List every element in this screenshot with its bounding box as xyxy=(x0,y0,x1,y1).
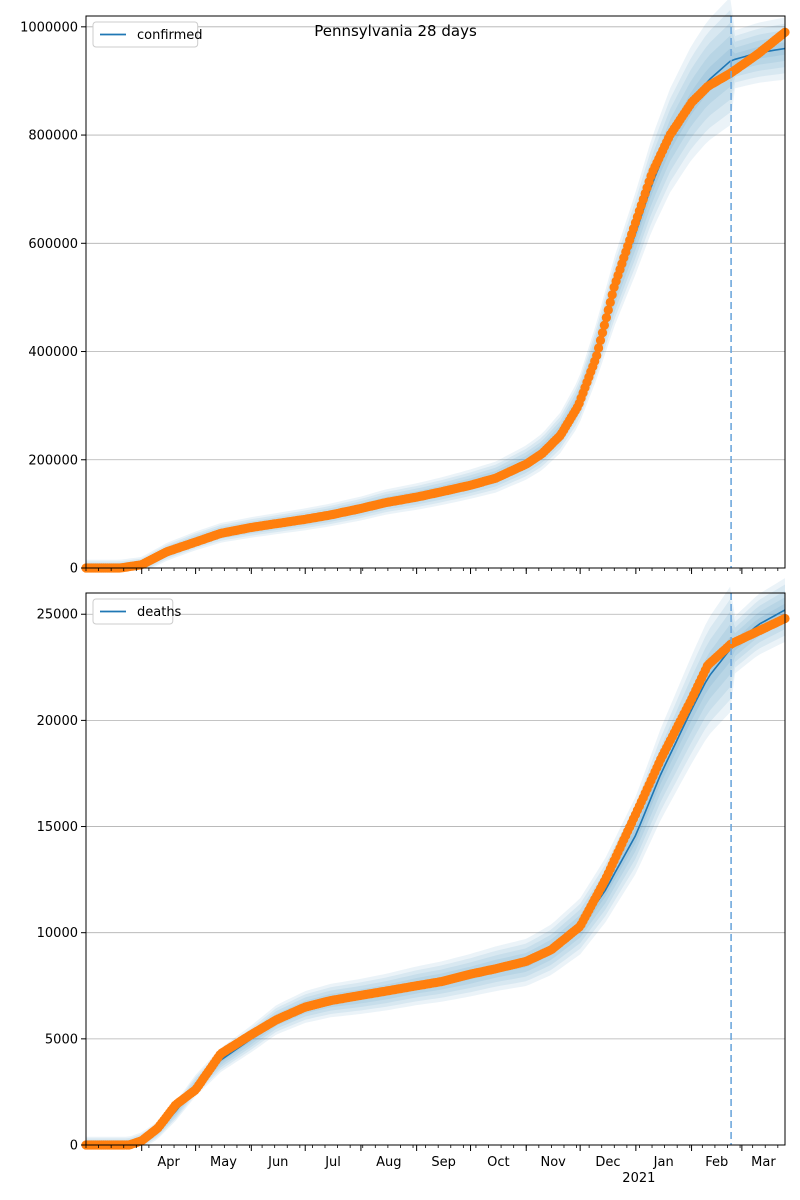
x-tick-label: Feb xyxy=(705,1155,728,1170)
observed-point xyxy=(594,343,604,353)
uncertainty-band-1 xyxy=(86,0,785,568)
observed-point xyxy=(599,320,610,330)
observed-point xyxy=(595,335,606,345)
chart-panel-1: 0 200000 400000 600000 800000 1000000 Pennsylv… xyxy=(20,0,790,577)
x-tick-label: Aug xyxy=(376,1155,401,1170)
x-tick-label: May xyxy=(210,1155,237,1170)
uncertainty-band-1 xyxy=(86,578,785,1145)
y-tick-label: 1000000 xyxy=(20,20,78,35)
axes-frame xyxy=(85,15,786,569)
observed-point xyxy=(597,328,608,338)
observed-point xyxy=(603,305,613,315)
axes-frame xyxy=(85,592,786,1146)
y-tick-label: 200000 xyxy=(28,453,78,468)
legend-box xyxy=(92,598,174,625)
uncertainty-band-2 xyxy=(86,10,785,569)
legend-box xyxy=(92,21,199,48)
chart-panel-2: 0 5000 10000 15000 20000 25000 Apr May Jun Jul Aug… xyxy=(37,578,790,1186)
uncertainty-band-3 xyxy=(86,590,785,1145)
observed-point xyxy=(601,313,612,323)
y-tick-label: 600000 xyxy=(28,237,78,252)
x-tick-label: Nov xyxy=(541,1155,567,1170)
observed-point xyxy=(607,290,617,300)
y-tick-label: 0 xyxy=(70,562,78,577)
observed-point xyxy=(605,297,615,307)
chart-title: Pennsylvania 28 days xyxy=(314,22,477,40)
x-tick-label: Dec xyxy=(595,1155,620,1170)
uncertainty-band-4 xyxy=(86,597,785,1145)
x-tick-label: Jul xyxy=(324,1155,341,1170)
x-tick-label: Mar xyxy=(751,1155,776,1170)
observed-point xyxy=(592,351,602,361)
y-tick-label: 15000 xyxy=(37,820,78,835)
x-year-label: 2021 xyxy=(622,1171,655,1186)
legend: confirmed xyxy=(92,21,203,48)
legend: deaths xyxy=(92,598,182,625)
y-tick-label: 5000 xyxy=(45,1032,78,1047)
y-tick-label: 20000 xyxy=(37,714,78,729)
y-tick-label: 0 xyxy=(70,1139,78,1154)
legend-label: deaths xyxy=(137,605,182,620)
x-tick-label: Jun xyxy=(267,1155,288,1170)
x-tick-label: Sep xyxy=(431,1155,456,1170)
y-tick-label: 25000 xyxy=(37,608,78,623)
uncertainty-band-4 xyxy=(86,35,785,568)
legend-label: confirmed xyxy=(137,28,203,43)
x-tick-label: Oct xyxy=(487,1155,509,1170)
y-tick-label: 800000 xyxy=(28,129,78,144)
x-tick-label: Jan xyxy=(653,1155,674,1170)
x-tick-label: Apr xyxy=(157,1155,180,1170)
y-tick-label: 10000 xyxy=(37,926,78,941)
uncertainty-band-2 xyxy=(86,584,785,1145)
y-tick-label: 400000 xyxy=(28,345,78,360)
